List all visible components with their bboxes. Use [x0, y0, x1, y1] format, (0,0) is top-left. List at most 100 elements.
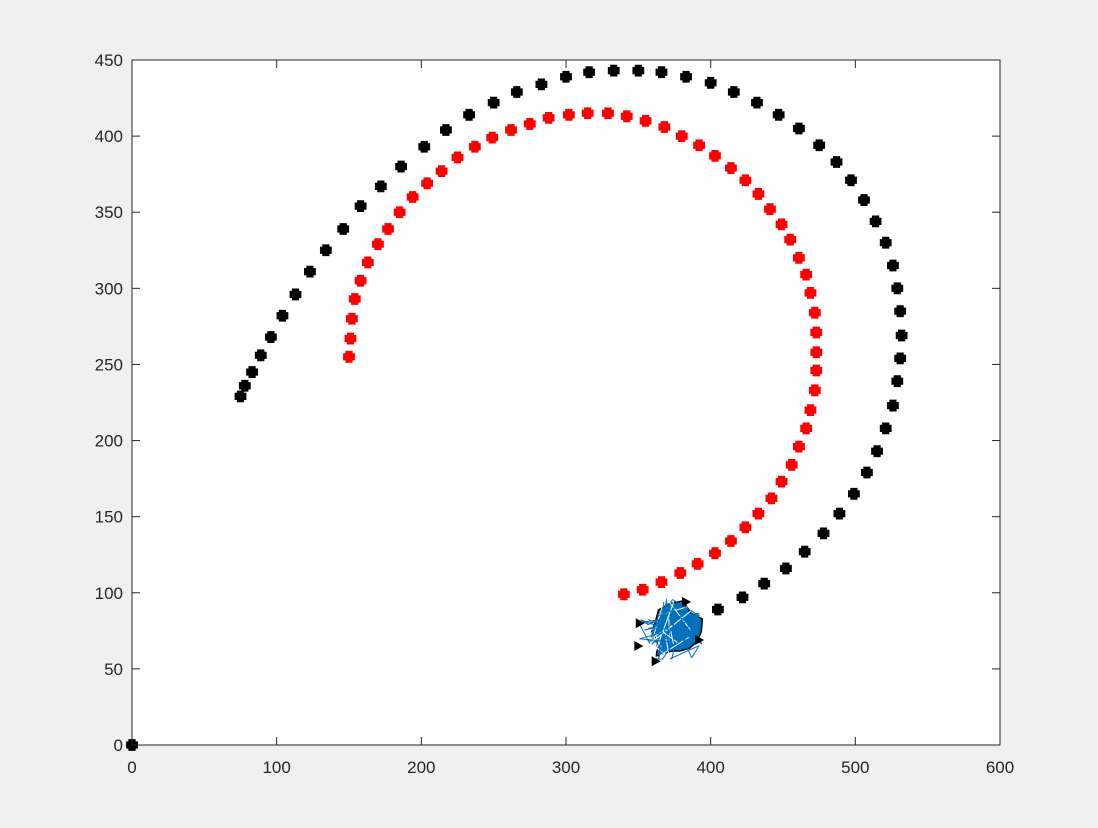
- outer-path-point: [858, 194, 870, 206]
- robot-trace-segment: [683, 609, 693, 643]
- inner-path-point: [343, 350, 355, 363]
- inner-path-point: [752, 188, 765, 200]
- inner-path-point: [620, 110, 633, 123]
- robot-trace-segment: [647, 624, 661, 630]
- robot-trace-segment: [654, 601, 688, 627]
- inner-path-point: [810, 326, 823, 339]
- robot-trace-segment: [647, 628, 701, 631]
- outer-path-point: [395, 160, 407, 173]
- inner-path-point: [655, 576, 668, 589]
- outer-path-point: [704, 76, 717, 89]
- outer-path-point: [772, 108, 785, 121]
- outer-path-point: [891, 375, 904, 388]
- x-tick-label: 100: [262, 758, 290, 777]
- inner-path-point: [658, 121, 671, 133]
- outer-path-point: [798, 545, 811, 558]
- inner-path-point: [393, 206, 406, 219]
- robot-trace-segment: [639, 628, 675, 640]
- inner-path-point: [793, 251, 805, 264]
- inner-path-point: [800, 422, 813, 435]
- inner-path-point: [435, 165, 448, 178]
- inner-path-point: [468, 140, 481, 153]
- robot-trace: [634, 596, 705, 667]
- inner-path-point: [808, 306, 821, 319]
- outer-path-point: [354, 200, 367, 213]
- y-tick-label: 250: [95, 355, 123, 374]
- axes-background: [132, 60, 1000, 745]
- outer-path-point: [871, 445, 883, 458]
- robot-marker: [634, 641, 644, 652]
- inner-path-point: [451, 151, 464, 164]
- outer-path-point: [246, 366, 258, 378]
- outer-path-point: [833, 507, 846, 520]
- x-tick-label: 200: [407, 758, 435, 777]
- outer-path-point: [758, 577, 771, 590]
- y-tick-label: 450: [95, 51, 123, 70]
- outer-path-point: [319, 244, 332, 257]
- outer-path-point: [887, 399, 899, 412]
- x-tick-label: 300: [552, 758, 580, 777]
- outer-path-point: [276, 309, 289, 322]
- inner-path-point: [505, 124, 517, 136]
- axis-tick-labels: 0 100 200 300 400 500 600 0 50 100 150 200 250 300 350…: [95, 51, 1015, 777]
- inner-path-point: [372, 238, 384, 251]
- inner-path-point: [810, 346, 823, 359]
- robot-trace-segment: [638, 612, 700, 624]
- outer-path-point: [895, 329, 908, 342]
- inner-path-point: [739, 174, 752, 187]
- inner-path-point: [752, 507, 765, 520]
- outer-path-point: [891, 282, 904, 295]
- inner-path-point: [617, 588, 630, 601]
- outer-path-point: [655, 66, 668, 79]
- outer-path-point: [510, 86, 523, 98]
- robot-trace-segment: [653, 599, 673, 629]
- inner-path-point: [808, 384, 821, 397]
- outer-path-point: [234, 390, 247, 403]
- robot-trace-segment: [652, 644, 673, 660]
- axes-box: [131, 59, 1001, 746]
- outer-path-point: [440, 124, 452, 136]
- outer-path-point: [238, 379, 251, 392]
- inner-path-point: [345, 312, 358, 325]
- outer-path-point: [879, 422, 892, 435]
- y-tick-label: 200: [95, 432, 123, 451]
- robot-trace-segment: [670, 630, 674, 644]
- robot-trace-segment: [672, 612, 690, 625]
- y-tick-label: 400: [95, 127, 123, 146]
- robot-trace-segment: [660, 625, 664, 639]
- outer-path-point: [894, 352, 907, 365]
- robot-trace-segment: [672, 613, 674, 644]
- outer-path-point: [817, 527, 830, 540]
- robot-trace-segment: [683, 629, 685, 643]
- inner-path-point: [406, 191, 419, 203]
- outer-path-point: [845, 174, 857, 187]
- outer-path-point: [560, 70, 572, 83]
- outer-path-point: [418, 140, 431, 153]
- inner-path-point: [562, 108, 575, 121]
- outer-path-point: [374, 180, 387, 193]
- robot-marker: [651, 656, 661, 667]
- outer-path-point: [254, 349, 267, 362]
- inner-path-point: [785, 459, 798, 471]
- robot-trace-segment: [661, 629, 685, 660]
- y-tick-label: 300: [95, 279, 123, 298]
- robot-trace-segment: [662, 630, 672, 640]
- outer-path-point: [779, 562, 792, 575]
- inner-path-point: [775, 475, 788, 488]
- y-tick-label: 350: [95, 203, 123, 222]
- robot-trace-segment: [649, 609, 693, 645]
- inner-path-point: [382, 223, 394, 235]
- inner-path-point: [800, 268, 813, 281]
- outer-path-point: [830, 156, 843, 168]
- inner-path-point: [639, 114, 652, 127]
- robot-trace-segment: [691, 645, 700, 659]
- outer-path-point: [861, 466, 873, 479]
- outer-path-point: [337, 223, 350, 235]
- outer-path-point: [535, 78, 548, 91]
- robot-trace-segment: [672, 599, 700, 617]
- inner-path-point: [709, 150, 721, 162]
- robot-trace-segment: [660, 610, 675, 614]
- robot-trace-segment: [672, 625, 675, 630]
- robot-trace-segment: [650, 612, 700, 644]
